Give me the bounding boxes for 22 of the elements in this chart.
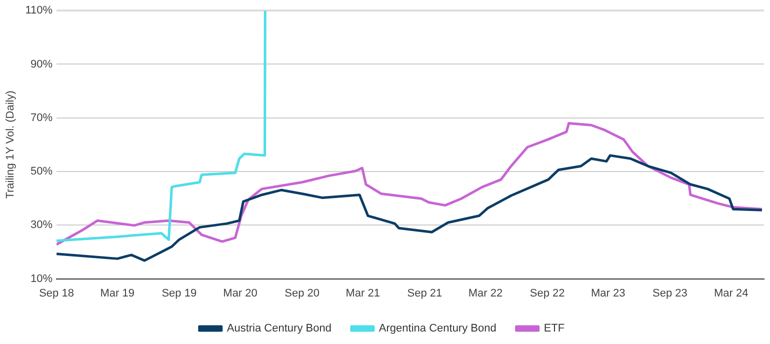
legend-label: ETF xyxy=(544,322,565,335)
legend-label: Austria Century Bond xyxy=(226,322,332,335)
x-tick-label: Sep 20 xyxy=(284,287,320,300)
x-tick-label: Sep 19 xyxy=(162,287,197,300)
y-tick-label: 110% xyxy=(25,4,53,17)
x-tick-label: Sep 22 xyxy=(530,287,565,300)
x-tick-label: Mar 22 xyxy=(468,287,503,300)
y-tick-label: 90% xyxy=(30,58,53,70)
x-tick-label: Mar 24 xyxy=(714,287,748,300)
x-tick-label: Mar 20 xyxy=(223,287,258,300)
x-tick-label: Mar 23 xyxy=(591,287,626,300)
y-tick-label: 50% xyxy=(30,166,53,178)
y-tick-label: 10% xyxy=(30,272,53,285)
y-tick-label: 30% xyxy=(30,219,53,232)
x-tick-label: Sep 21 xyxy=(407,287,442,300)
legend-label: Argentina Century Bond xyxy=(378,322,496,335)
x-tick-label: Sep 23 xyxy=(652,287,688,300)
y-axis-title: Trailing 1Y Vol. (Daily) xyxy=(4,90,17,199)
y-tick-label: 70% xyxy=(30,112,53,124)
x-tick-label: Mar 19 xyxy=(100,287,134,300)
x-tick-label: Sep 18 xyxy=(39,287,74,300)
x-tick-label: Mar 21 xyxy=(346,287,380,300)
